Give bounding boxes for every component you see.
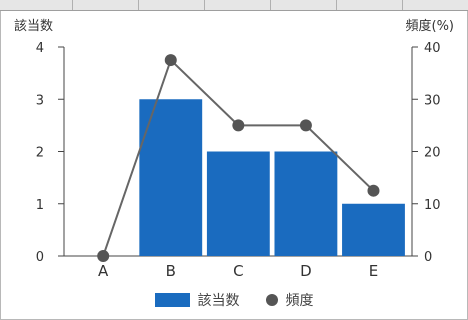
left-tick-label: 2 [36, 146, 44, 161]
x-tick-label: D [300, 262, 312, 280]
left-tick-label: 1 [36, 198, 44, 213]
left-tick-label: 4 [36, 41, 44, 56]
legend-line-label: 頻度 [285, 293, 314, 309]
right-tick-label: 40 [424, 41, 441, 56]
bar-E [342, 203, 405, 256]
left-tick-label: 3 [36, 93, 44, 108]
frequency-point-A [97, 250, 110, 262]
right-tick-label: 30 [424, 93, 441, 108]
frequency-point-C [232, 119, 245, 132]
legend-bar-swatch [154, 293, 190, 307]
x-tick-label: C [233, 262, 243, 280]
legend-item-bar: 該当数 [154, 290, 240, 310]
x-tick-label: E [369, 262, 378, 280]
right-axis-title: 頻度(%) [406, 18, 455, 34]
right-tick-label: 0 [424, 250, 432, 265]
left-tick-label: 0 [36, 250, 44, 265]
right-tick-label: 10 [424, 198, 441, 213]
left-axis-title: 該当数 [14, 18, 53, 34]
bar-D [274, 151, 338, 256]
legend: 該当数 頻度 [0, 288, 468, 312]
x-tick-label: B [166, 262, 176, 280]
frequency-point-B [164, 54, 177, 67]
bar-C [206, 151, 270, 256]
frequency-point-D [299, 119, 312, 132]
top-strip [0, 0, 468, 11]
right-tick-label: 20 [424, 146, 441, 161]
legend-item-line: 頻度 [265, 290, 314, 310]
legend-bar-label: 該当数 [197, 293, 240, 309]
frequency-point-E [367, 184, 380, 197]
legend-line-marker [265, 294, 278, 306]
bar-B [139, 99, 203, 256]
x-tick-label: A [98, 262, 109, 280]
